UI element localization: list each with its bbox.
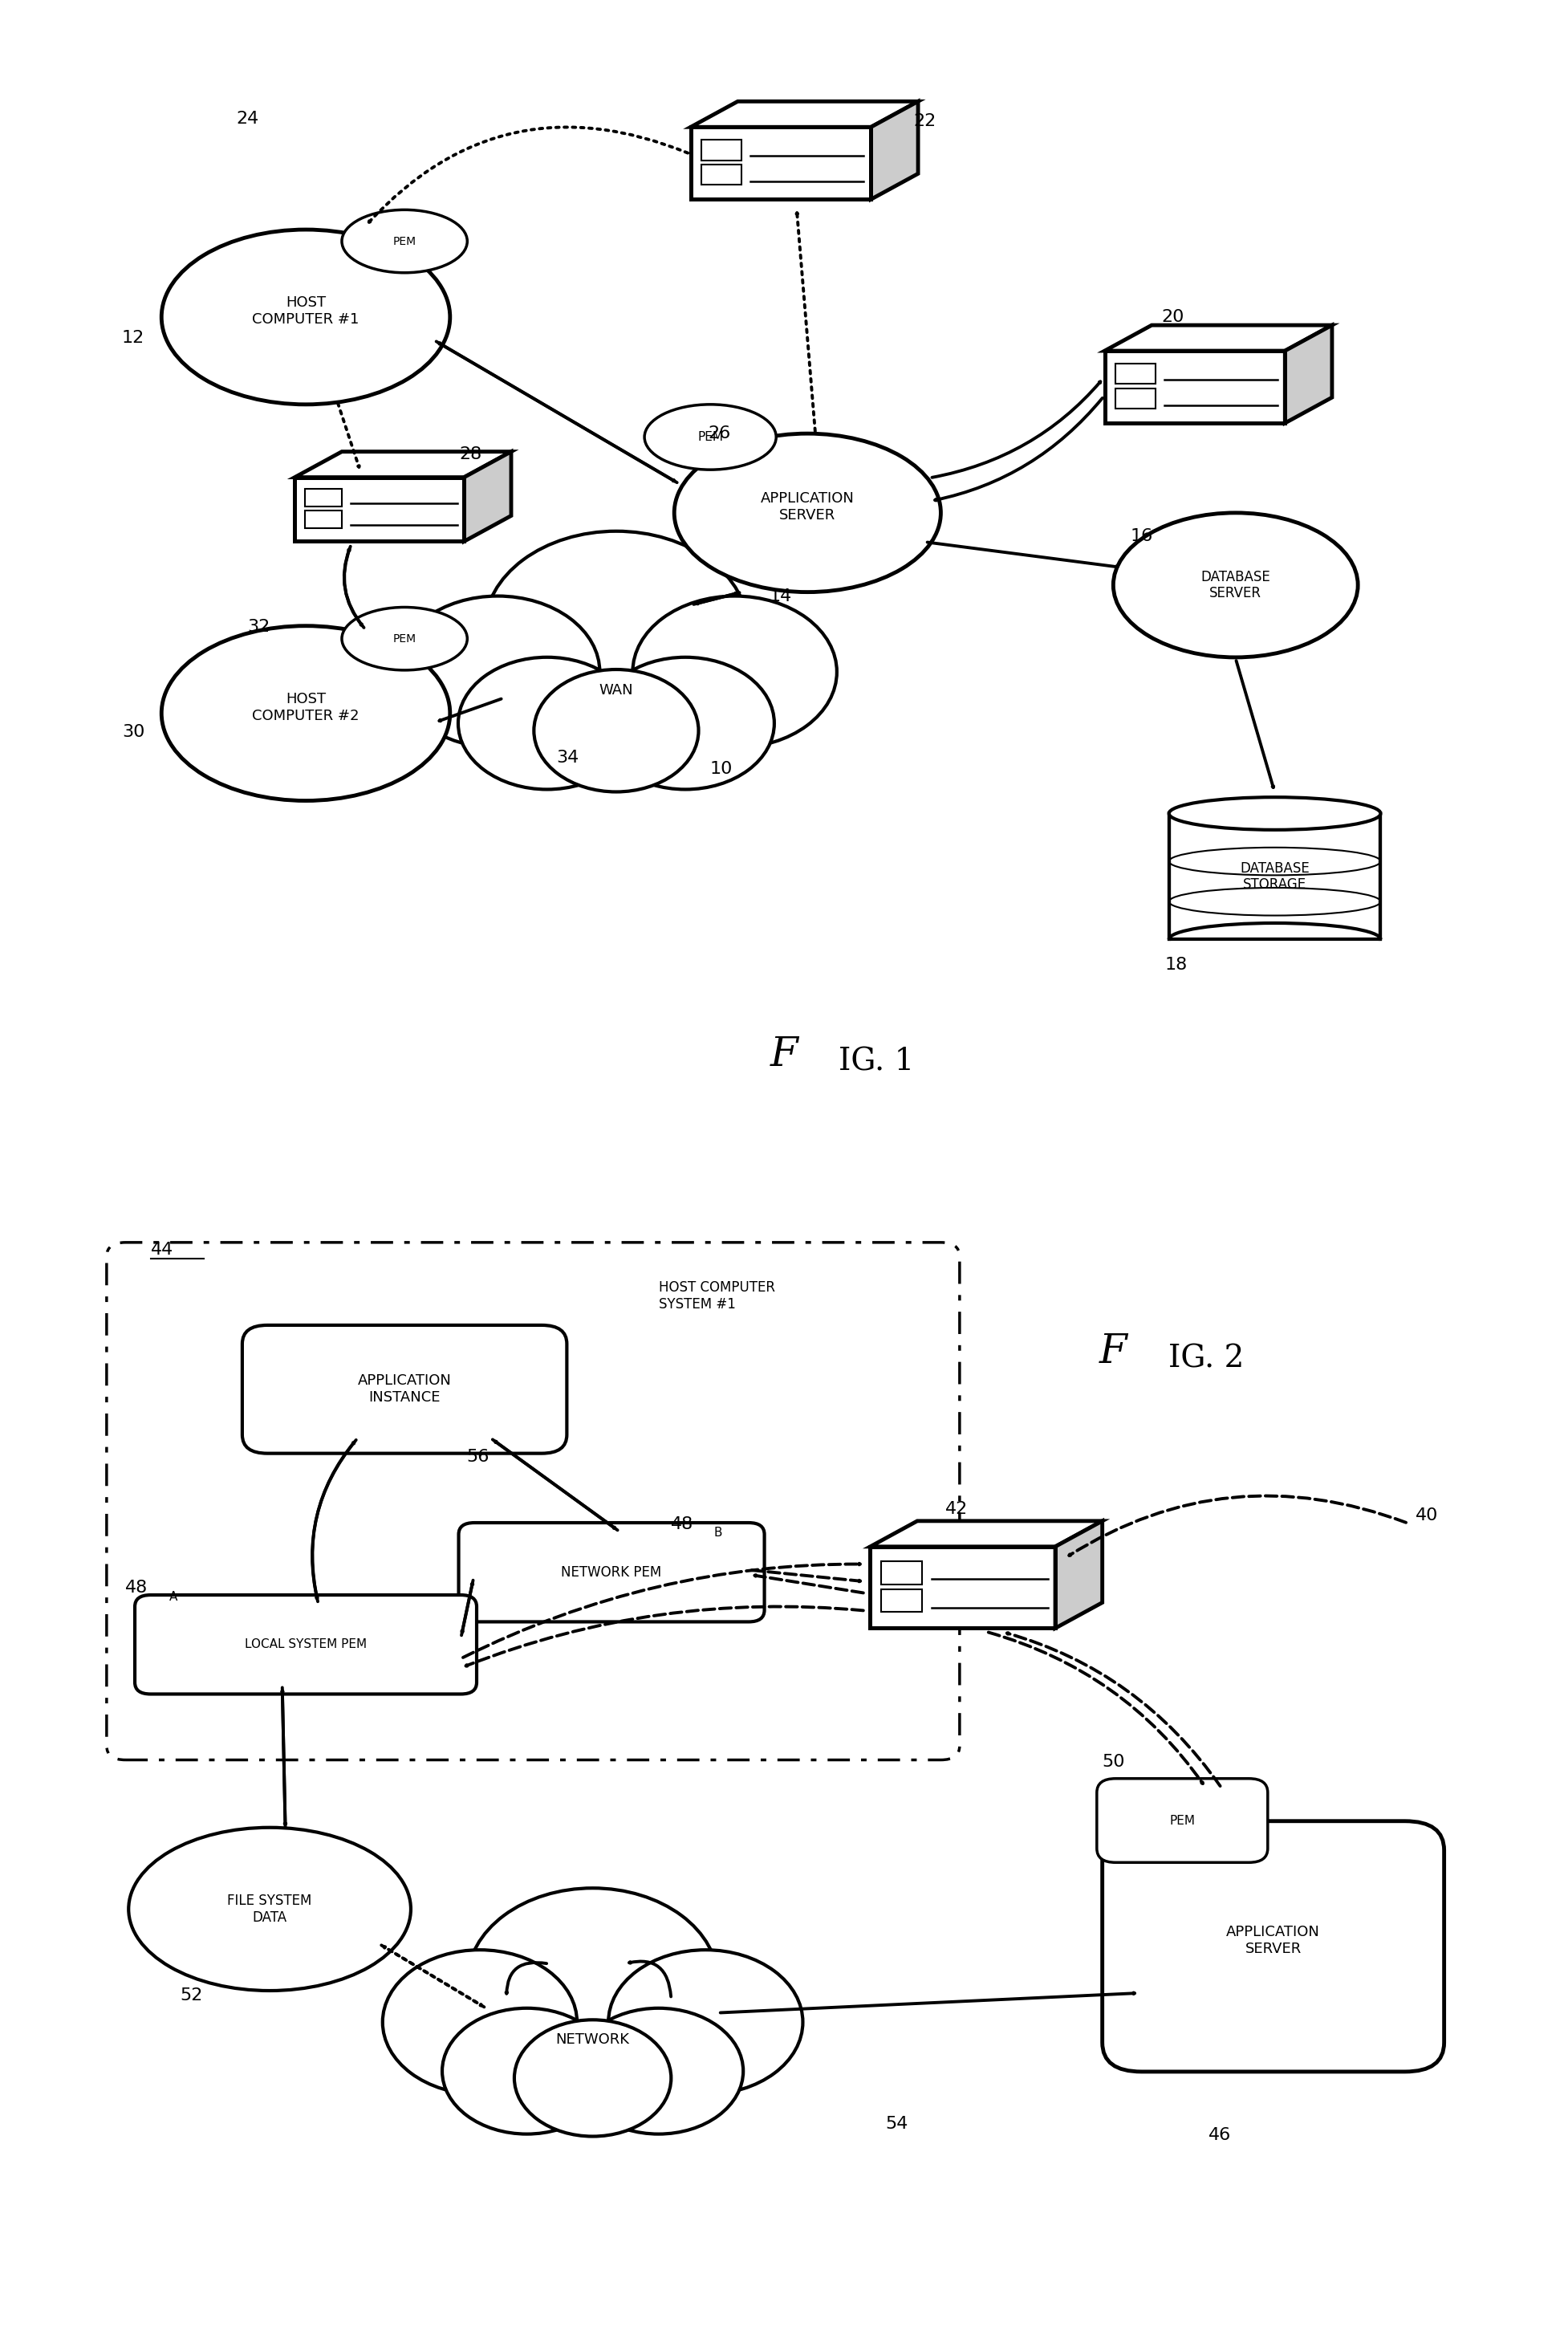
Text: 42: 42: [946, 1501, 967, 1517]
Text: FILE SYSTEM
DATA: FILE SYSTEM DATA: [227, 1893, 312, 1925]
Text: 48: 48: [671, 1517, 693, 1531]
Ellipse shape: [162, 228, 450, 406]
Circle shape: [596, 657, 775, 790]
Bar: [1115, 389, 1156, 408]
Text: DATABASE
SERVER: DATABASE SERVER: [1201, 569, 1270, 601]
Ellipse shape: [342, 210, 467, 273]
Text: 24: 24: [237, 112, 259, 126]
Text: B: B: [713, 1527, 721, 1538]
Text: NETWORK PEM: NETWORK PEM: [561, 1564, 662, 1580]
Ellipse shape: [1113, 513, 1358, 657]
Circle shape: [574, 2007, 743, 2135]
Text: PEM: PEM: [394, 235, 416, 247]
Text: 10: 10: [710, 762, 732, 776]
Ellipse shape: [1168, 797, 1380, 830]
Ellipse shape: [674, 434, 941, 592]
Text: HOST
COMPUTER #2: HOST COMPUTER #2: [252, 692, 359, 723]
Text: IG. 2: IG. 2: [1168, 1345, 1243, 1373]
FancyBboxPatch shape: [1102, 1821, 1444, 2072]
FancyBboxPatch shape: [243, 1324, 568, 1455]
Circle shape: [395, 597, 601, 748]
Text: 30: 30: [122, 725, 144, 739]
Text: NETWORK: NETWORK: [555, 2033, 630, 2047]
Text: 34: 34: [557, 751, 579, 765]
Text: 22: 22: [914, 114, 936, 128]
Bar: [701, 140, 742, 161]
FancyBboxPatch shape: [690, 126, 872, 200]
FancyBboxPatch shape: [295, 478, 464, 541]
Polygon shape: [872, 100, 919, 200]
Text: 32: 32: [248, 620, 270, 634]
Circle shape: [632, 597, 837, 748]
Bar: [701, 166, 742, 184]
Text: IG. 1: IG. 1: [839, 1047, 914, 1077]
Bar: [881, 1562, 922, 1585]
FancyBboxPatch shape: [135, 1594, 477, 1695]
FancyBboxPatch shape: [1104, 350, 1286, 424]
Circle shape: [514, 2019, 671, 2135]
Text: HOST COMPUTER
SYSTEM #1: HOST COMPUTER SYSTEM #1: [659, 1280, 775, 1312]
Ellipse shape: [644, 406, 776, 471]
Text: APPLICATION
INSTANCE: APPLICATION INSTANCE: [358, 1373, 452, 1406]
Text: PEM: PEM: [1170, 1814, 1195, 1828]
Text: A: A: [169, 1590, 177, 1604]
Text: 12: 12: [122, 331, 144, 345]
Text: 52: 52: [180, 1988, 202, 2002]
FancyBboxPatch shape: [458, 1522, 764, 1622]
Text: HOST
COMPUTER #1: HOST COMPUTER #1: [252, 296, 359, 326]
Bar: [881, 1590, 922, 1613]
Ellipse shape: [162, 627, 450, 802]
Text: 28: 28: [459, 448, 481, 462]
Polygon shape: [1286, 326, 1333, 424]
Circle shape: [458, 657, 637, 790]
Polygon shape: [1104, 326, 1333, 350]
Text: 56: 56: [467, 1450, 489, 1464]
Circle shape: [608, 1949, 803, 2093]
Text: 14: 14: [770, 590, 792, 604]
Text: 26: 26: [709, 427, 731, 441]
Circle shape: [533, 669, 699, 793]
Polygon shape: [870, 1520, 1102, 1548]
Text: 40: 40: [1416, 1508, 1438, 1522]
Bar: [1168, 814, 1380, 939]
Ellipse shape: [342, 606, 467, 671]
Circle shape: [485, 531, 748, 727]
Bar: [1115, 364, 1156, 385]
Text: F: F: [1099, 1331, 1127, 1373]
Text: APPLICATION
SERVER: APPLICATION SERVER: [1226, 1925, 1320, 1956]
Text: 20: 20: [1162, 310, 1184, 324]
Text: 46: 46: [1209, 2128, 1231, 2142]
Polygon shape: [690, 100, 919, 126]
Polygon shape: [295, 452, 511, 478]
Text: APPLICATION
SERVER: APPLICATION SERVER: [760, 492, 855, 522]
Text: 54: 54: [886, 2117, 908, 2131]
Bar: [304, 510, 342, 529]
Text: F: F: [770, 1035, 798, 1075]
Ellipse shape: [129, 1828, 411, 1991]
Text: 50: 50: [1102, 1755, 1124, 1769]
Text: DATABASE
STORAGE: DATABASE STORAGE: [1240, 860, 1309, 893]
Circle shape: [383, 1949, 577, 2093]
Text: LOCAL SYSTEM PEM: LOCAL SYSTEM PEM: [245, 1639, 367, 1650]
Circle shape: [467, 1888, 718, 2075]
FancyBboxPatch shape: [870, 1548, 1055, 1627]
Text: WAN: WAN: [599, 683, 633, 697]
Text: PEM: PEM: [394, 634, 416, 643]
Polygon shape: [1055, 1520, 1102, 1627]
FancyBboxPatch shape: [1098, 1779, 1267, 1862]
Text: 48: 48: [125, 1580, 147, 1594]
Bar: [304, 490, 342, 506]
Text: PEM: PEM: [698, 431, 723, 443]
Text: 16: 16: [1131, 529, 1152, 543]
Circle shape: [442, 2007, 612, 2135]
Text: 44: 44: [151, 1242, 172, 1256]
Text: 18: 18: [1165, 958, 1187, 972]
Polygon shape: [464, 452, 511, 541]
